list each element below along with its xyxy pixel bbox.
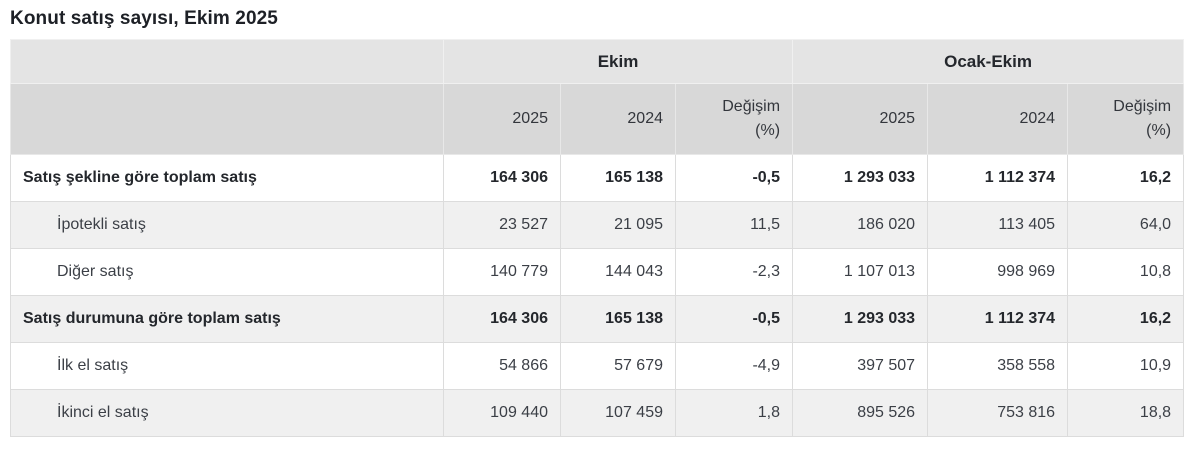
cell-value: 397 507 xyxy=(792,342,929,390)
cell-value: 164 306 xyxy=(443,295,561,343)
header-ekim-change-pct: Değişim (%) xyxy=(674,83,794,155)
cell-value: 54 866 xyxy=(443,342,561,390)
cell-value: 16,2 xyxy=(1067,295,1185,343)
cell-value: 21 095 xyxy=(560,201,676,249)
header-ekim-2024: 2024 xyxy=(560,83,676,155)
row-other-sales: Diğer satış 140 779 144 043 -2,3 1 107 0… xyxy=(10,248,1185,296)
cell-value: 11,5 xyxy=(674,201,794,249)
cell-value: 753 816 xyxy=(927,389,1069,437)
cell-value: 140 779 xyxy=(443,248,561,296)
corner-cell-2 xyxy=(10,83,444,155)
row-mortgaged-sales: İpotekli satış 23 527 21 095 11,5 186 02… xyxy=(10,201,1185,249)
cell-value: 1 293 033 xyxy=(792,154,929,202)
cell-value: 144 043 xyxy=(560,248,676,296)
cell-value: 165 138 xyxy=(560,154,676,202)
row-total-by-sale-type: Satış şekline göre toplam satış 164 306 … xyxy=(10,154,1185,202)
row-first-hand-sales: İlk el satış 54 866 57 679 -4,9 397 507 … xyxy=(10,342,1185,390)
cell-value: -2,3 xyxy=(674,248,794,296)
cell-value: 109 440 xyxy=(443,389,561,437)
cell-value: 107 459 xyxy=(560,389,676,437)
column-group-ocak-ekim: Ocak-Ekim xyxy=(792,39,1185,84)
cell-value: 1,8 xyxy=(674,389,794,437)
cell-value: 113 405 xyxy=(927,201,1069,249)
cell-value: -4,9 xyxy=(674,342,794,390)
cell-value: 998 969 xyxy=(927,248,1069,296)
row-label: Satış durumuna göre toplam satış xyxy=(10,295,444,343)
row-label: Satış şekline göre toplam satış xyxy=(10,154,444,202)
cell-value: 1 293 033 xyxy=(792,295,929,343)
page-title: Konut satış sayısı, Ekim 2025 xyxy=(10,8,278,29)
year-header-row: 2025 2024 Değişim (%) 2025 2024 Değişim … xyxy=(10,83,1185,155)
cell-value: -0,5 xyxy=(674,154,794,202)
header-ocak-ekim-2025: 2025 xyxy=(792,83,929,155)
column-group-ekim: Ekim xyxy=(442,39,794,84)
cell-value: -0,5 xyxy=(674,295,794,343)
row-label: İlk el satış xyxy=(10,342,444,390)
row-label: İkinci el satış xyxy=(10,389,444,437)
housing-sales-table: Ekim Ocak-Ekim 2025 2024 Değişim (%) 202… xyxy=(10,39,1185,437)
cell-value: 64,0 xyxy=(1067,201,1185,249)
row-label: Diğer satış xyxy=(10,248,444,296)
cell-value: 1 107 013 xyxy=(792,248,929,296)
header-ocak-ekim-2024: 2024 xyxy=(927,83,1069,155)
cell-value: 18,8 xyxy=(1067,389,1185,437)
header-ocak-ekim-change-pct: Değişim (%) xyxy=(1067,83,1185,155)
header-ekim-2025: 2025 xyxy=(443,83,561,155)
cell-value: 186 020 xyxy=(792,201,929,249)
cell-value: 1 112 374 xyxy=(927,295,1069,343)
cell-value: 10,9 xyxy=(1067,342,1185,390)
cell-value: 23 527 xyxy=(443,201,561,249)
cell-value: 164 306 xyxy=(443,154,561,202)
cell-value: 16,2 xyxy=(1067,154,1185,202)
cell-value: 165 138 xyxy=(560,295,676,343)
column-group-header-row: Ekim Ocak-Ekim xyxy=(10,39,1185,84)
row-label: İpotekli satış xyxy=(10,201,444,249)
cell-value: 895 526 xyxy=(792,389,929,437)
row-total-by-sale-state: Satış durumuna göre toplam satış 164 306… xyxy=(10,295,1185,343)
cell-value: 358 558 xyxy=(927,342,1069,390)
corner-cell xyxy=(10,39,444,84)
cell-value: 1 112 374 xyxy=(927,154,1069,202)
row-second-hand-sales: İkinci el satış 109 440 107 459 1,8 895 … xyxy=(10,389,1185,437)
cell-value: 57 679 xyxy=(560,342,676,390)
cell-value: 10,8 xyxy=(1067,248,1185,296)
